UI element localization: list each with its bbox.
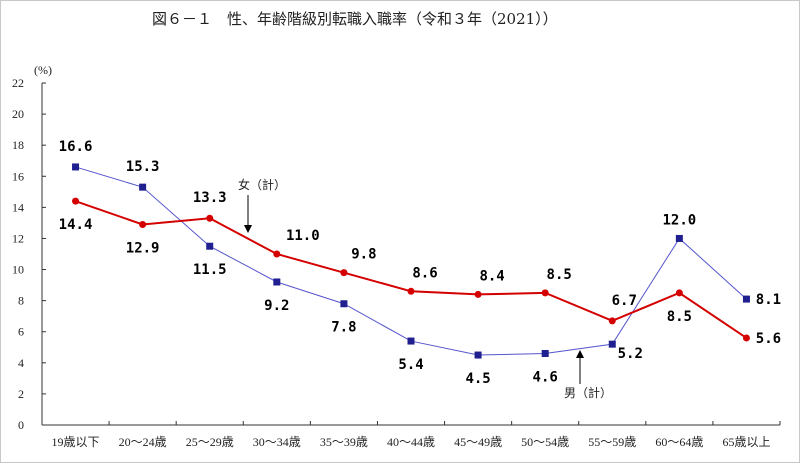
data-point-female xyxy=(273,250,281,258)
y-tick-label: 4 xyxy=(18,356,24,370)
data-label: 8.4 xyxy=(479,268,504,284)
data-point-male xyxy=(541,349,549,357)
data-point-female xyxy=(608,317,616,325)
y-tick-label: 20 xyxy=(12,107,24,121)
x-tick-label: 19歳以下 xyxy=(52,435,100,449)
data-label: 8.6 xyxy=(412,265,437,281)
annotation-female: 女（計） xyxy=(238,177,286,192)
data-point-male xyxy=(474,351,482,359)
data-label: 5.2 xyxy=(618,346,643,362)
data-label: 15.3 xyxy=(126,159,160,175)
data-point-male xyxy=(407,337,415,345)
data-point-female xyxy=(407,287,415,295)
data-point-female xyxy=(474,290,482,298)
data-point-female xyxy=(139,220,147,228)
annotation-male: 男（計） xyxy=(564,385,612,400)
data-label: 9.2 xyxy=(264,298,289,314)
data-point-male xyxy=(273,278,281,286)
data-point-male xyxy=(206,242,214,250)
series-line-male xyxy=(75,166,747,356)
data-label: 4.6 xyxy=(533,369,558,385)
y-tick-label: 2 xyxy=(18,387,24,401)
data-point-female xyxy=(541,289,549,297)
x-tick-label: 65歳以上 xyxy=(722,435,770,449)
data-label: 8.5 xyxy=(667,309,692,325)
data-label: 12.0 xyxy=(663,212,697,228)
data-label: 11.5 xyxy=(193,262,227,278)
x-tick-label: 45～49歳 xyxy=(454,435,502,449)
data-point-female xyxy=(206,214,214,222)
data-label: 9.8 xyxy=(351,247,376,263)
x-tick-label: 30～34歳 xyxy=(253,435,301,449)
data-point-male xyxy=(139,183,147,191)
data-label: 13.3 xyxy=(193,190,227,206)
data-label: 11.0 xyxy=(286,228,320,244)
x-tick-label: 20～24歳 xyxy=(119,435,167,449)
data-label: 8.1 xyxy=(756,292,781,308)
x-tick-label: 25～29歳 xyxy=(186,435,234,449)
data-label: 6.7 xyxy=(612,293,637,309)
x-tick-label: 60～64歳 xyxy=(655,435,703,449)
y-tick-label: 18 xyxy=(12,138,24,152)
y-tick-label: 10 xyxy=(12,263,24,277)
data-label: 5.4 xyxy=(398,357,423,373)
data-point-male xyxy=(742,295,750,303)
data-point-male xyxy=(340,300,348,308)
y-tick-label: 8 xyxy=(18,294,24,308)
chart-title: 図６－１ 性、年齢階級別転職入職率（令和３年（2021）） xyxy=(152,10,558,28)
data-point-male xyxy=(72,163,80,171)
data-point-female xyxy=(675,289,683,297)
y-tick-label: 14 xyxy=(12,200,24,214)
data-point-male xyxy=(675,234,683,242)
y-tick-label: 12 xyxy=(12,231,24,245)
x-tick-label: 35～39歳 xyxy=(320,435,368,449)
y-tick-label: 0 xyxy=(18,418,24,432)
data-label: 16.6 xyxy=(59,139,93,155)
series-line-female xyxy=(75,200,748,339)
data-point-female xyxy=(742,334,750,342)
data-point-male xyxy=(608,340,616,348)
data-label: 4.5 xyxy=(465,371,490,387)
data-label: 12.9 xyxy=(126,240,160,256)
data-label: 14.4 xyxy=(59,217,93,233)
y-tick-label: 6 xyxy=(18,325,24,339)
y-tick-label: 16 xyxy=(12,169,24,183)
y-tick-label: 22 xyxy=(12,76,24,90)
x-tick-label: 50～54歳 xyxy=(521,435,569,449)
x-tick-label: 40～44歳 xyxy=(387,435,435,449)
data-point-female xyxy=(340,269,348,277)
data-point-female xyxy=(72,197,80,205)
arrowhead-male xyxy=(576,350,584,358)
data-label: 5.6 xyxy=(756,331,781,347)
data-label: 7.8 xyxy=(331,320,356,336)
x-tick-label: 55～59歳 xyxy=(588,435,636,449)
arrowhead-female xyxy=(244,225,252,233)
data-label: 8.5 xyxy=(547,267,572,283)
y-axis-unit: (%) xyxy=(34,63,52,77)
